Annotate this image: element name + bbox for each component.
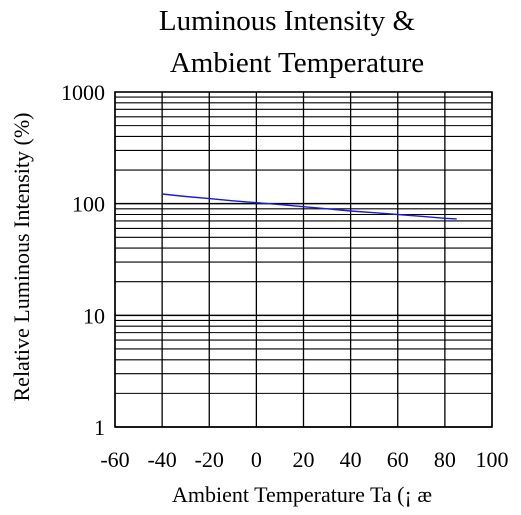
x-tick-label: 0: [251, 447, 262, 472]
y-tick-labels: 1 10 100 1000: [61, 80, 105, 440]
grid: [114, 92, 493, 428]
x-tick-label: -40: [147, 447, 176, 472]
y-tick-label: 1000: [61, 80, 105, 105]
x-tick-label: -20: [195, 447, 224, 472]
x-tick-label: 40: [340, 447, 362, 472]
y-tick-label: 1: [94, 415, 105, 440]
series-line: [162, 193, 457, 220]
x-tick-label: 80: [434, 447, 456, 472]
chart-title-line-2: Ambient Temperature: [170, 47, 424, 79]
chart-title-line-1: Luminous Intensity &: [159, 5, 416, 37]
x-tick-label: -60: [100, 447, 129, 472]
plot-border: [114, 91, 493, 428]
x-tick-labels: -60 -40 -20 0 20 40 60 80 100: [100, 447, 508, 472]
y-axis-label: Relative Luminous Intensity (%): [9, 113, 34, 402]
x-tick-label: 20: [293, 447, 315, 472]
x-tick-label: 100: [476, 447, 509, 472]
y-tick-label: 10: [83, 303, 105, 328]
x-axis-label: Ambient Temperature Ta (¡ æ: [172, 482, 432, 507]
plot-frame: [114, 91, 493, 428]
series-layer: [162, 193, 457, 220]
y-tick-label: 100: [72, 192, 105, 217]
x-tick-label: 60: [387, 447, 409, 472]
